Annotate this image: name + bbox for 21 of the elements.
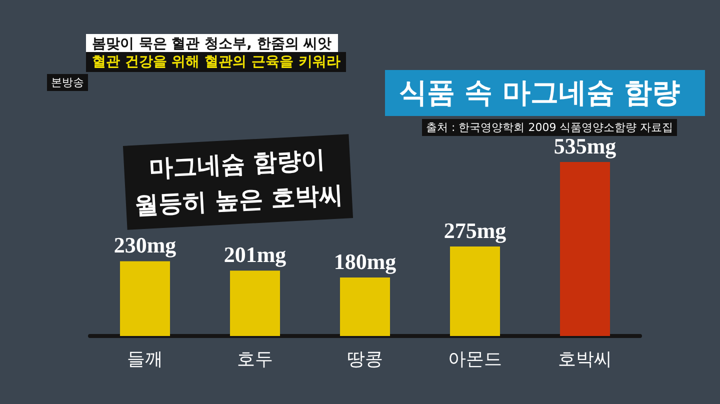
bar — [450, 246, 500, 336]
text: 혈관 건강을 위해 혈관의 근육을 키워라 — [86, 52, 346, 72]
x-tick-label: 아몬드 — [448, 349, 502, 369]
data-label: 275mg — [444, 218, 506, 244]
bar — [230, 270, 280, 336]
x-tick-label: 호박씨 — [558, 349, 612, 369]
data-label: 535mg — [554, 134, 616, 158]
text: 본방송 — [47, 74, 88, 91]
data-label: 201mg — [224, 242, 286, 268]
text: 봄맞이 묵은 혈관 청소부, 한줌의 씨앗 — [86, 34, 338, 54]
annotation: 마그네슘 함량이 월등히 높은 호박씨 — [122, 134, 354, 230]
chart-title: 식품 속 마그네슘 함량 — [385, 70, 705, 116]
x-tick-label: 호두 — [237, 349, 273, 369]
data-label: 230mg — [114, 232, 176, 258]
source-note: 출처 : 한국영양학회 2009 식품영양소함량 자료집 — [422, 119, 678, 136]
bar — [120, 261, 170, 336]
x-tick-label: 땅콩 — [347, 349, 383, 369]
bar — [340, 277, 390, 336]
bar — [560, 162, 610, 336]
data-label: 180mg — [334, 248, 396, 274]
x-tick-label: 들깨 — [127, 349, 163, 369]
